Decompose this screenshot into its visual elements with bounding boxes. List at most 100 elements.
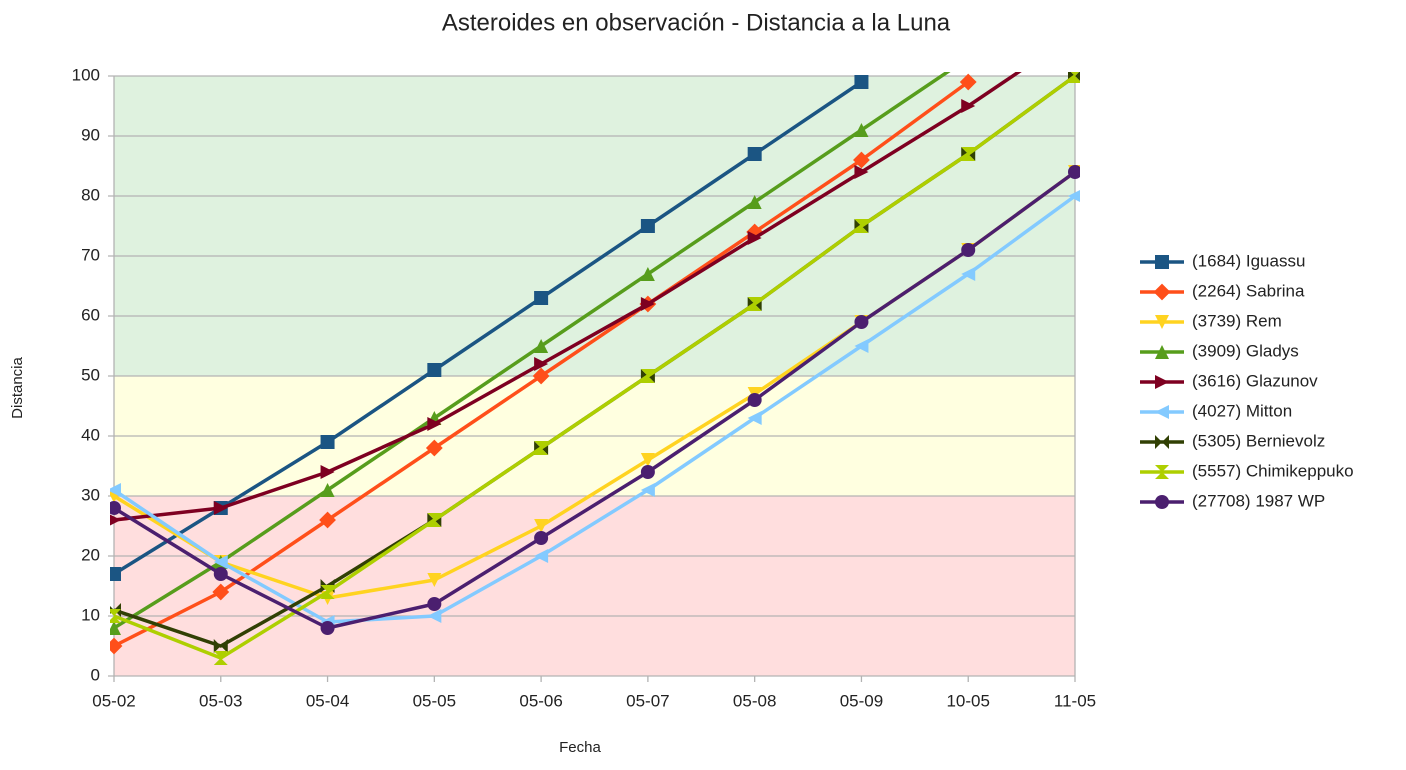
marker [854,75,869,89]
marker [425,439,443,457]
y-tick-label: 10 [81,605,100,624]
marker [854,219,869,233]
legend-label: (27708) 1987 WP [1192,491,1325,510]
x-tick-label: 11-05 [1054,691,1096,710]
marker [747,393,762,407]
marker [640,369,655,383]
series-line [113,72,1022,522]
marker [213,555,228,569]
legend-label: (3909) Gladys [1192,341,1299,360]
marker [320,483,335,497]
marker [640,267,655,281]
x-tick-label: 05-05 [413,691,456,710]
plot-area [110,27,1082,665]
marker [1068,72,1080,83]
y-tick-label: 80 [81,185,100,204]
marker [961,99,976,113]
marker [427,573,442,587]
x-tick-label: 05-09 [840,691,883,710]
y-tick-label: 40 [81,425,100,444]
y-tick-label: 100 [72,65,100,84]
band [114,76,1075,376]
marker [534,357,549,371]
marker [747,297,762,311]
marker [532,367,550,385]
marker [427,417,442,431]
legend-label: (5305) Bernievolz [1192,431,1325,450]
y-tick-label: 20 [81,545,100,564]
legend-marker [1153,283,1171,301]
marker [854,339,869,353]
marker [213,639,228,653]
marker [640,219,655,233]
y-tick-label: 60 [81,305,100,324]
marker [110,567,121,581]
y-tick-label: 90 [81,125,100,144]
legend-marker [1155,345,1169,359]
marker [961,51,975,65]
series-line [113,170,1077,630]
marker [213,567,228,581]
marker [110,637,123,655]
marker [640,483,655,497]
y-axis-label: Distancia [9,357,26,419]
y-tick-label: 70 [81,245,100,264]
marker [1068,190,1080,202]
marker [959,73,977,91]
marker [534,549,549,563]
x-tick-label: 05-03 [199,691,242,710]
legend-marker [1155,465,1169,479]
marker [427,597,442,611]
marker [534,339,549,353]
marker [853,151,870,169]
legend-label: (5557) Chimikeppuko [1192,461,1354,480]
marker [320,435,335,449]
y-tick-label: 0 [91,665,100,684]
y-tick-label: 50 [81,365,100,384]
legend-marker [1155,315,1169,329]
marker [747,195,762,209]
series-line [113,74,1077,660]
marker [427,513,442,527]
legend-marker [1155,255,1169,269]
y-tick-label: 30 [81,485,100,504]
marker [534,519,549,533]
marker [961,243,976,257]
x-axis-label: Fecha [559,739,601,756]
x-tick-label: 05-04 [306,691,349,710]
legend-marker [1155,495,1169,509]
marker [1068,27,1082,41]
marker [213,651,228,665]
legend-marker [1155,435,1169,449]
marker [747,147,762,161]
marker [1068,72,1080,83]
x-tick-label: 05-08 [733,691,776,710]
x-tick-label: 10-05 [946,691,989,710]
marker [640,465,655,479]
legend-label: (3739) Rem [1192,311,1282,330]
marker [212,583,230,601]
marker [534,531,549,545]
marker [427,363,442,377]
marker [110,514,121,526]
marker [320,585,335,599]
legend-marker [1155,375,1169,389]
legend-label: (1684) Iguassu [1192,251,1305,270]
marker [320,621,335,635]
marker [747,411,762,425]
legend-label: (3616) Glazunov [1192,371,1318,390]
marker [213,501,228,515]
marker [110,609,121,623]
x-tick-label: 05-07 [626,691,669,710]
marker [110,501,121,515]
marker [1068,165,1080,179]
marker [640,453,655,467]
marker [854,315,869,329]
x-tick-label: 05-06 [519,691,562,710]
series-line [113,194,1077,624]
legend-marker [1155,405,1169,419]
marker [640,297,655,311]
marker [854,123,869,137]
marker [961,267,976,281]
